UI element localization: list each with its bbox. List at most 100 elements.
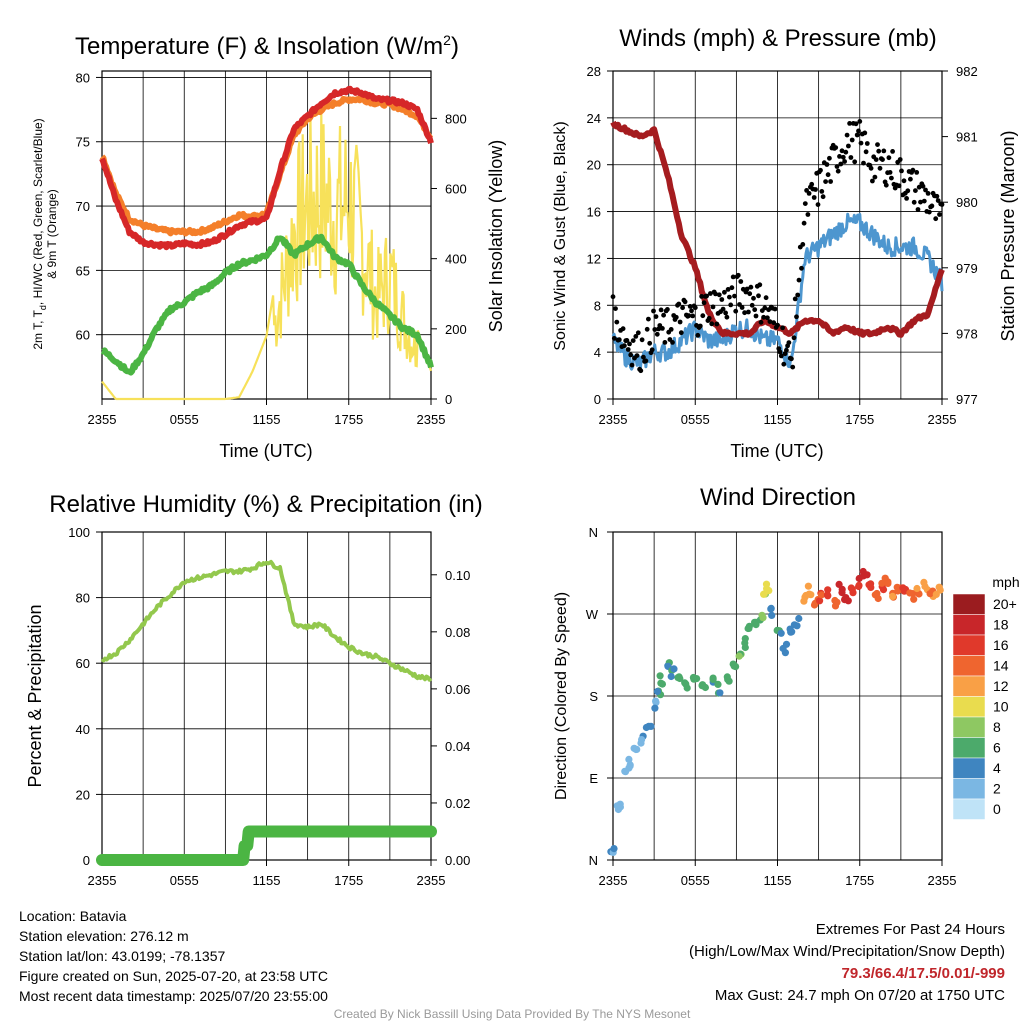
gust-point	[800, 242, 806, 247]
winds-ytick-right-label: 978	[956, 326, 978, 341]
gust-point	[614, 319, 620, 325]
gust-point	[704, 293, 709, 299]
gust-point	[724, 314, 730, 320]
temp-xtick-label: 2355	[88, 412, 117, 427]
dir-xtick-label: 1155	[764, 873, 792, 888]
direction-point	[693, 675, 701, 683]
rh-ytick-right-label: 0.08	[445, 625, 470, 640]
gust-point	[897, 157, 903, 162]
gust-point	[856, 128, 861, 134]
colorbar-label: 0	[993, 801, 1001, 817]
gust-point	[733, 308, 739, 314]
direction-point	[651, 704, 659, 712]
gust-point	[692, 305, 698, 311]
gust-point	[762, 305, 768, 311]
gust-point	[825, 172, 831, 178]
winds-ylabel-left: Sonic Wind & Gust (Blue, Black)	[552, 121, 569, 350]
gust-point	[781, 361, 787, 367]
gust-point	[824, 162, 830, 167]
gust-point	[744, 286, 750, 292]
direction-point	[835, 580, 843, 589]
station-elevation: Station elevation: 276.12 m	[19, 928, 189, 944]
direction-point	[647, 722, 655, 731]
direction-point	[900, 587, 908, 595]
winds-ytick-right-label: 977	[956, 392, 978, 407]
gust-point	[910, 167, 916, 173]
temp-xtick-label: 1155	[253, 412, 281, 427]
dir-ytick-label: W	[586, 607, 599, 622]
colorbar-swatch	[952, 737, 986, 759]
colorbar-label: 20+	[993, 596, 1017, 612]
extremes-info: Extremes For Past 24 Hours (High/Low/Max…	[689, 919, 1005, 1007]
direction-point	[714, 680, 722, 689]
gust-point	[939, 202, 945, 207]
gust-point	[840, 154, 846, 160]
gust-point	[828, 179, 833, 184]
figure-created: Figure created on Sun, 2025-07-20, at 23…	[19, 968, 328, 984]
direction-point	[621, 767, 629, 775]
colorbar-swatch	[952, 716, 986, 738]
gust-point	[752, 307, 758, 313]
winds-ytick-label: 20	[587, 158, 601, 173]
colorbar-label: 12	[993, 678, 1009, 694]
direction-point	[824, 592, 832, 600]
dir-ytick-label: E	[589, 771, 598, 786]
gust-point	[763, 295, 769, 301]
gust-point	[701, 300, 707, 306]
gust-point	[746, 309, 751, 315]
winds-ytick-label: 8	[594, 298, 601, 313]
sonic-wind-line	[611, 212, 944, 371]
gust-point	[873, 157, 879, 163]
gust-point	[725, 287, 731, 292]
gust-point	[778, 353, 784, 359]
winds-ytick-label: 4	[594, 345, 601, 360]
gust-point	[761, 314, 766, 320]
gust-point	[735, 272, 741, 278]
gust-point	[914, 170, 920, 175]
gust-point	[854, 132, 860, 138]
gust-point	[838, 161, 844, 167]
gust-point	[880, 157, 885, 163]
direction-point	[793, 622, 801, 630]
gust-point	[611, 336, 617, 341]
gust-point	[889, 175, 894, 181]
winds-xtick-label: 1155	[764, 412, 792, 427]
precipitation-line	[96, 825, 437, 866]
gust-point	[833, 145, 839, 151]
gust-point	[620, 326, 626, 332]
direction-point	[787, 628, 795, 636]
gust-point	[908, 176, 913, 182]
direction-point	[745, 624, 753, 633]
dewpoint-line	[100, 233, 434, 376]
gust-point	[862, 130, 868, 136]
extremes-values: 79.3/66.4/17.5/0.01/-999	[841, 965, 1005, 982]
winds-ytick-right-label: 980	[956, 195, 978, 210]
direction-point	[807, 591, 815, 599]
rh-ytick-right-label: 0.10	[445, 568, 470, 583]
gust-point	[629, 362, 635, 368]
dir-ytick-label: N	[589, 525, 598, 540]
winds-plot: 2355 0555 1155 1755 2355 0 4 8 12 16 20 24 28 977 978 9…	[587, 64, 978, 427]
direction-point	[667, 672, 675, 681]
rh-ytick-right-label: 0.04	[445, 739, 470, 754]
dir-xtick-label: 1755	[845, 873, 874, 888]
winds-xtick-label: 1755	[845, 412, 874, 427]
gust-point	[772, 306, 778, 312]
direction-point	[741, 643, 749, 652]
direction-point	[759, 614, 767, 622]
station-location: Location: Batavia	[19, 908, 127, 924]
winds-ytick-label: 16	[587, 205, 601, 220]
gust-point	[794, 314, 799, 320]
winds-ytick-label: 0	[594, 392, 601, 407]
gust-point	[896, 183, 902, 189]
direction-point	[921, 582, 929, 591]
recent-timestamp: Most recent data timestamp: 2025/07/20 2…	[19, 988, 328, 1004]
gust-point	[861, 160, 866, 166]
temp-xtick-label: 0555	[170, 412, 199, 427]
gust-point	[805, 212, 811, 217]
gust-point	[647, 340, 653, 346]
gust-point	[839, 148, 845, 154]
temp-ytick-right-label: 0	[445, 392, 452, 407]
gust-point	[635, 330, 641, 336]
